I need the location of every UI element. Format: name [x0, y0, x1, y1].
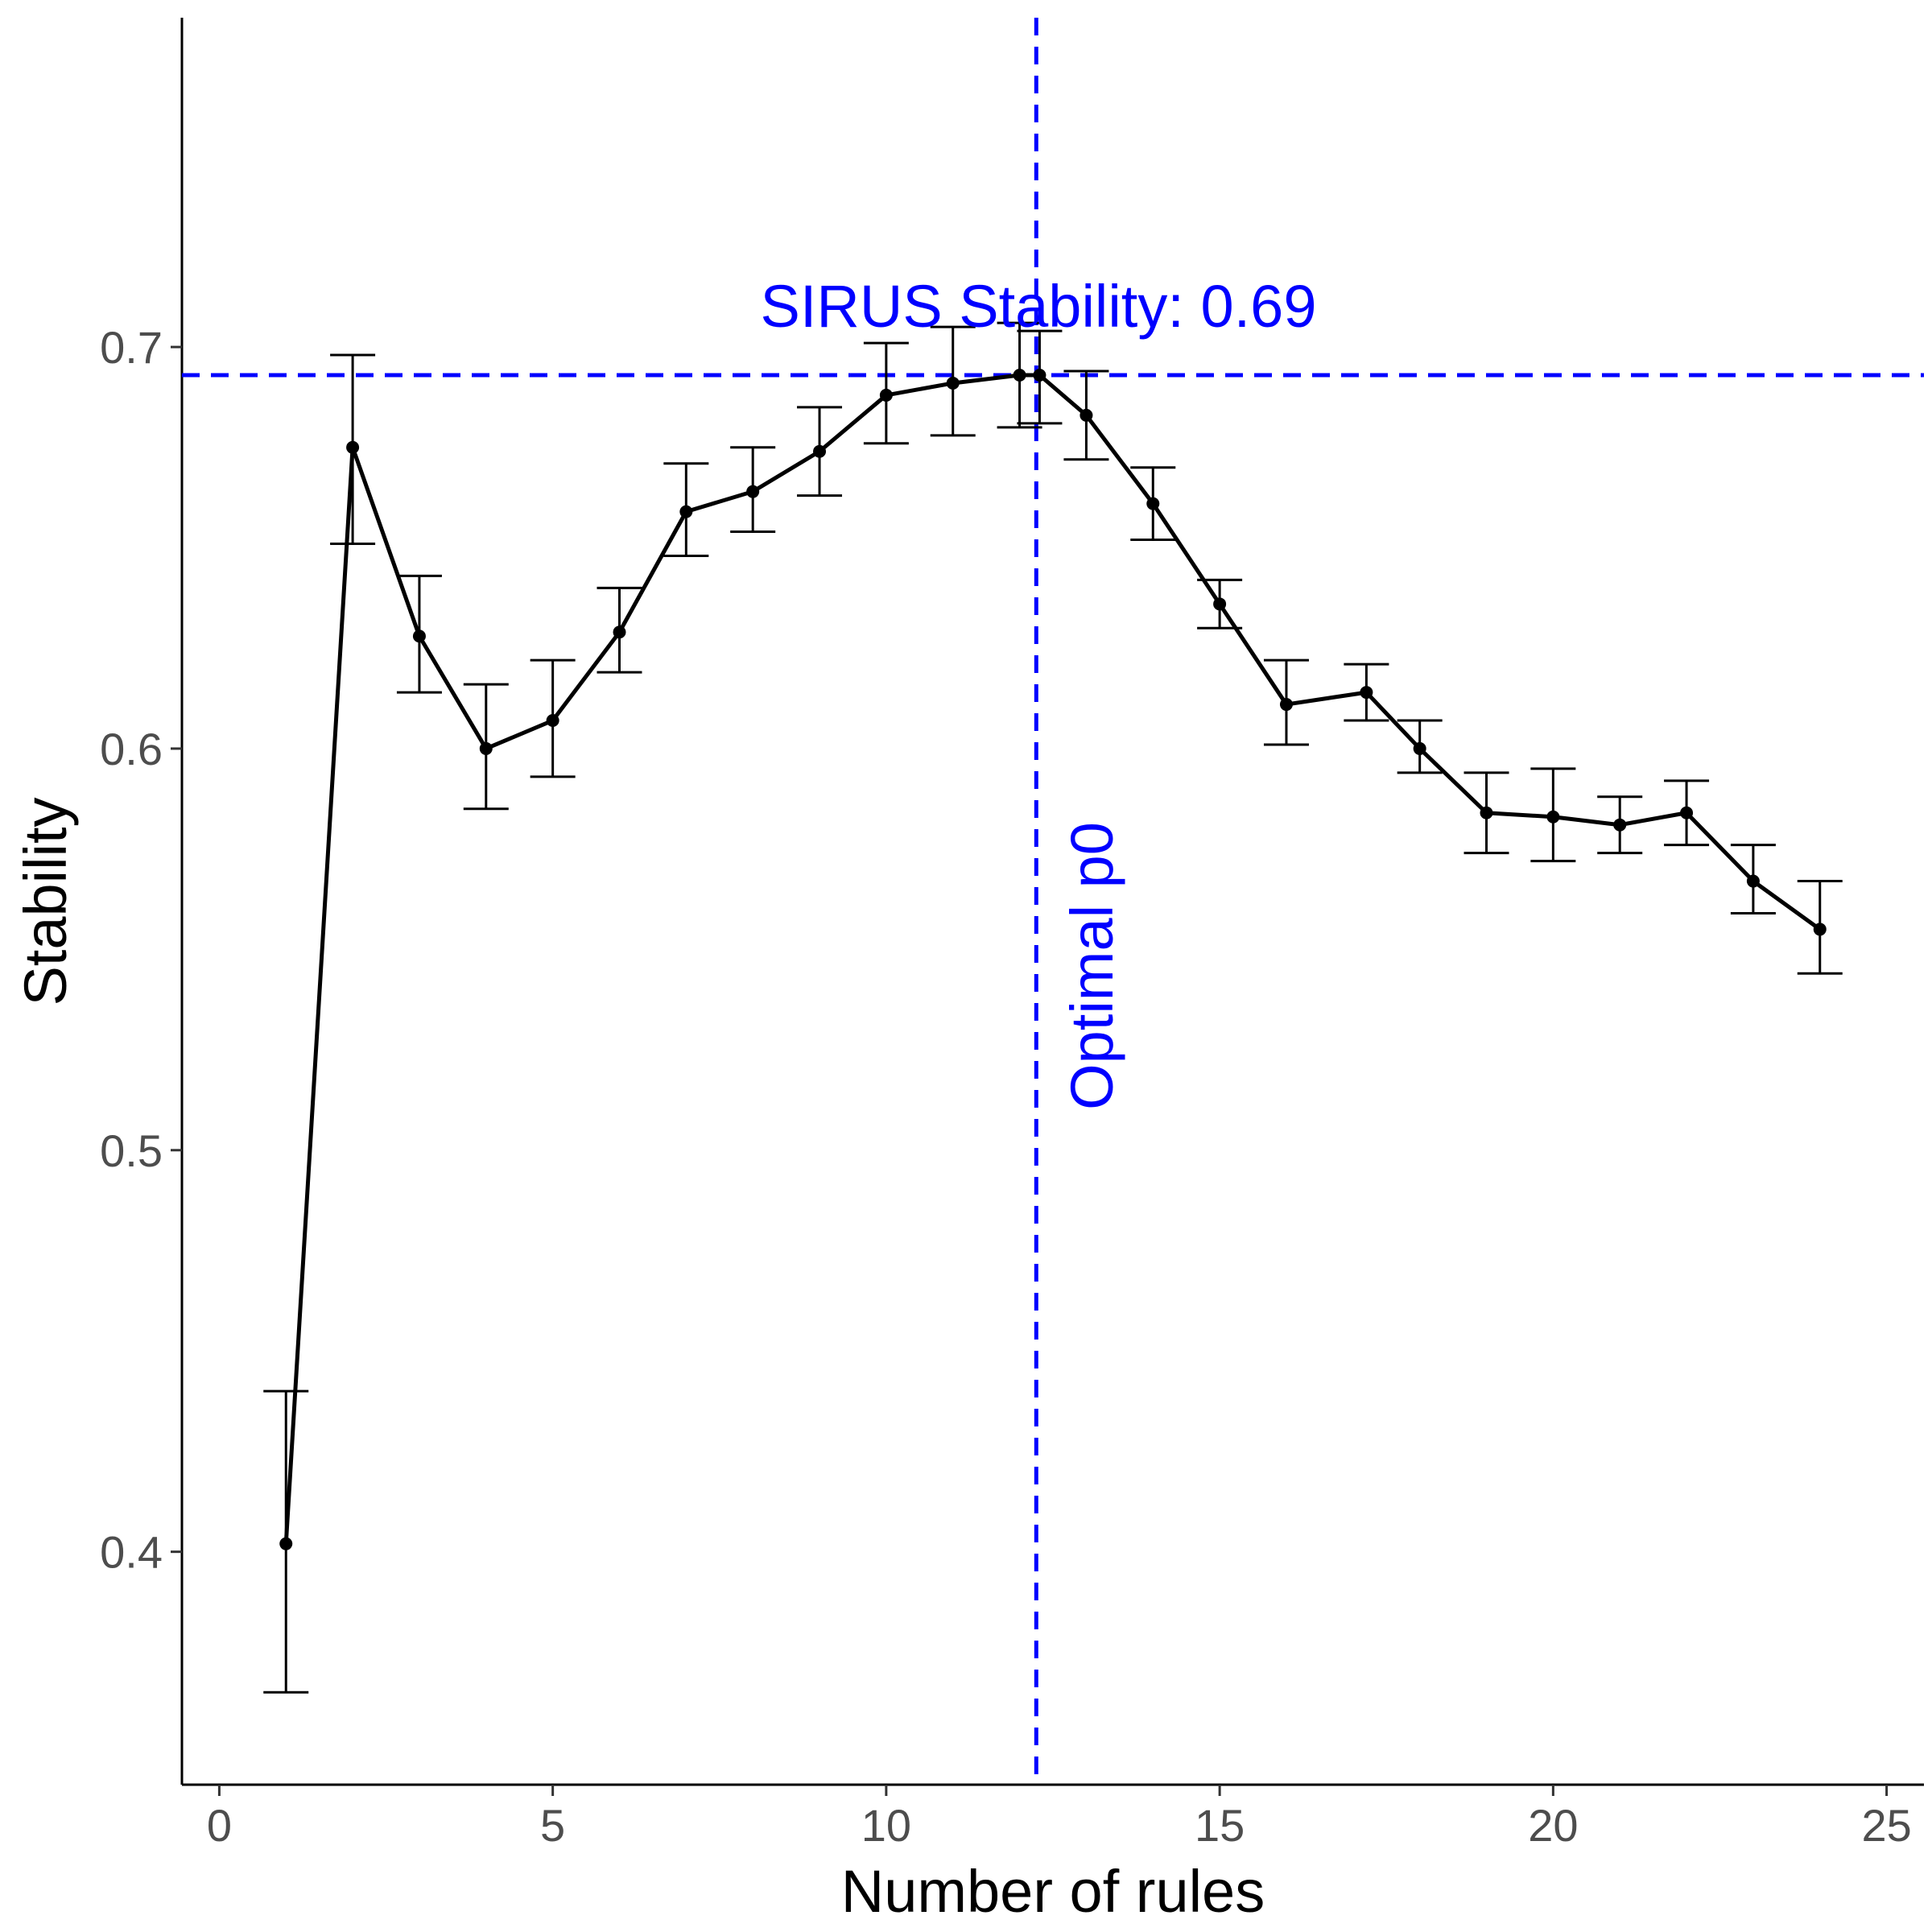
- x-tick-label-5: 5: [540, 1800, 565, 1851]
- stability-series-line: [283, 373, 1822, 1544]
- data-point-16: [1213, 597, 1227, 611]
- data-point-13: [1033, 368, 1046, 382]
- data-point-9: [813, 444, 827, 458]
- data-point-1: [279, 1537, 293, 1550]
- x-tick-label-25: 25: [1861, 1800, 1911, 1851]
- y-tick-label-0.6: 0.6: [100, 724, 163, 774]
- data-point-24: [1746, 874, 1760, 888]
- annotations: SIRUS Stability: 0.69 Optimal p0 Number …: [12, 273, 1316, 1925]
- x-axis-title: Number of rules: [841, 1858, 1265, 1925]
- data-point-3: [412, 630, 426, 643]
- data-point-11: [946, 376, 960, 390]
- data-point-5: [546, 714, 559, 728]
- data-point-10: [879, 388, 893, 402]
- data-point-8: [746, 485, 760, 498]
- data-point-22: [1613, 818, 1627, 832]
- x-tick-label-20: 20: [1528, 1800, 1578, 1851]
- optimal-p0-annotation: Optimal p0: [1059, 822, 1125, 1110]
- y-tick-label-0.4: 0.4: [100, 1527, 163, 1578]
- data-point-18: [1360, 686, 1373, 700]
- y-tick-label-0.5: 0.5: [100, 1125, 163, 1176]
- data-point-7: [679, 505, 693, 518]
- x-tick-label-10: 10: [861, 1800, 911, 1851]
- data-point-2: [346, 440, 360, 454]
- data-marks: [263, 321, 1843, 1694]
- data-point-17: [1279, 698, 1293, 712]
- data-point-12: [1013, 368, 1026, 382]
- y-axis-title: Stability: [12, 797, 79, 1005]
- axes: [180, 18, 1924, 1786]
- data-point-25: [1813, 923, 1827, 936]
- reference-lines: [182, 18, 1924, 1785]
- y-tick-label-0.7: 0.7: [100, 322, 163, 373]
- data-point-15: [1146, 497, 1160, 510]
- x-tick-label-15: 15: [1195, 1800, 1245, 1851]
- data-point-14: [1080, 408, 1093, 422]
- x-tick-label-0: 0: [207, 1800, 232, 1851]
- data-point-6: [613, 625, 626, 639]
- stability-annotation: SIRUS Stability: 0.69: [761, 273, 1317, 340]
- data-point-4: [479, 741, 493, 755]
- data-point-20: [1480, 806, 1493, 819]
- data-point-19: [1413, 741, 1426, 755]
- data-point-23: [1680, 806, 1694, 819]
- axis-ticks: 0 5 10 15 20 25 0.4 0.5 0.6 0.7: [100, 322, 1912, 1851]
- data-point-21: [1546, 810, 1560, 824]
